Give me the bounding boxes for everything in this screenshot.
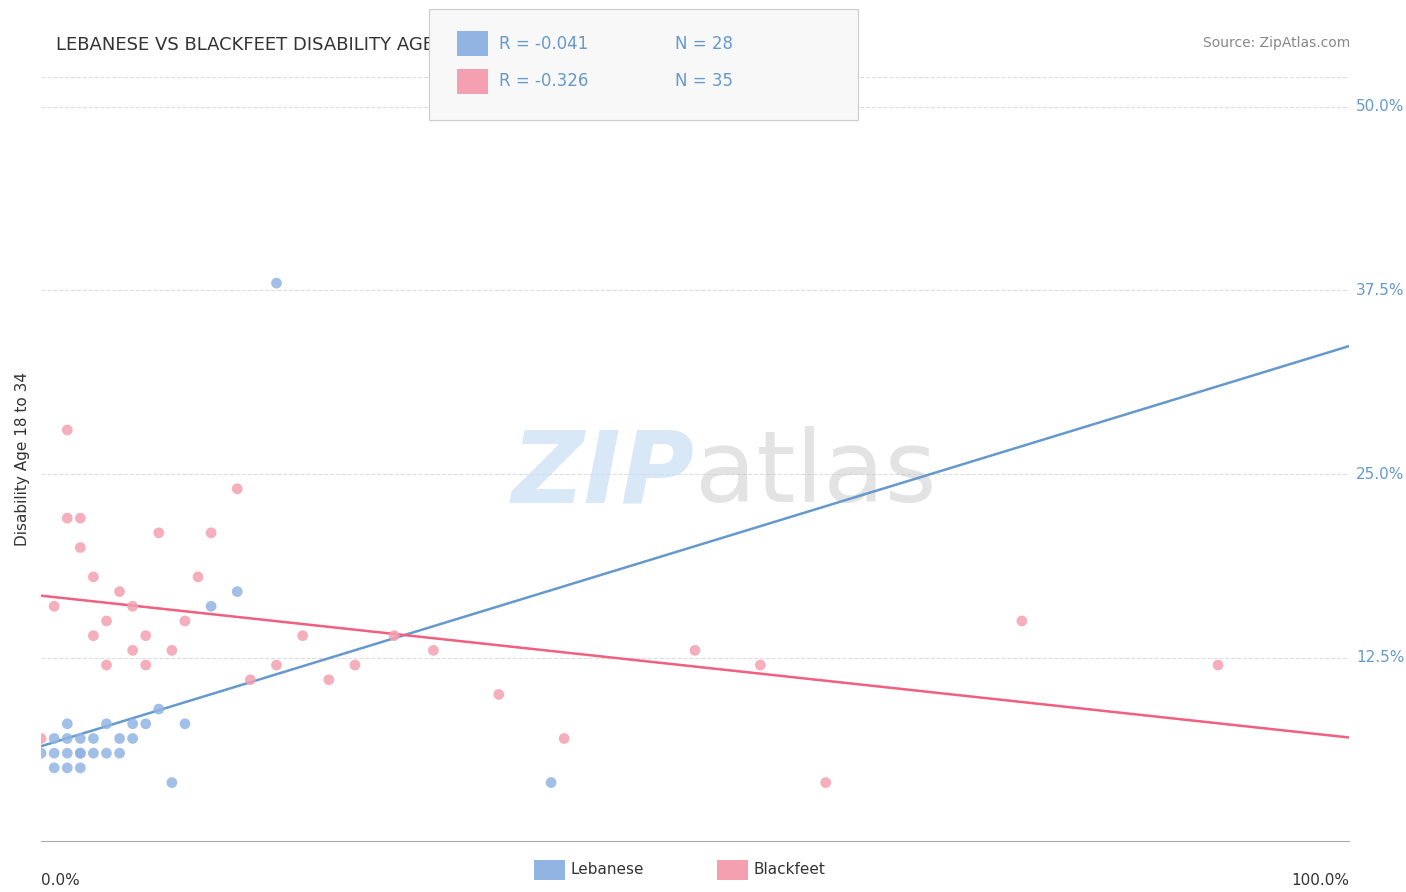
Text: Lebanese: Lebanese [571, 863, 644, 877]
Point [56, 716, 79, 731]
Point [318, 673, 340, 687]
Point [30, 731, 52, 746]
Point [96, 614, 118, 628]
Point [683, 643, 706, 657]
Text: atlas: atlas [695, 426, 936, 523]
Text: N = 28: N = 28 [675, 35, 733, 53]
Point [121, 643, 143, 657]
Text: LEBANESE VS BLACKFEET DISABILITY AGE 18 TO 34 CORRELATION CHART: LEBANESE VS BLACKFEET DISABILITY AGE 18 … [56, 36, 723, 54]
Point [226, 482, 249, 496]
Point [96, 746, 118, 760]
Text: 25.0%: 25.0% [1355, 467, 1405, 482]
Point [69, 746, 91, 760]
Point [121, 716, 143, 731]
Point [553, 731, 575, 746]
Point [266, 658, 288, 673]
Point [200, 525, 222, 540]
Point [148, 525, 170, 540]
Point [226, 584, 249, 599]
Point [1011, 614, 1033, 628]
Point [174, 716, 197, 731]
Point [69, 761, 91, 775]
Point [69, 541, 91, 555]
Point [30, 746, 52, 760]
Text: Blackfeet: Blackfeet [754, 863, 825, 877]
Point [96, 658, 118, 673]
Point [56, 731, 79, 746]
Point [200, 599, 222, 614]
Text: 0.0%: 0.0% [41, 872, 80, 888]
Point [121, 599, 143, 614]
Point [422, 643, 444, 657]
Text: Source: ZipAtlas.com: Source: ZipAtlas.com [1202, 36, 1350, 50]
Point [814, 775, 837, 789]
Y-axis label: Disability Age 18 to 34: Disability Age 18 to 34 [15, 372, 30, 547]
Point [1206, 658, 1229, 673]
Text: R = -0.041: R = -0.041 [499, 35, 588, 53]
Point [82, 570, 104, 584]
Point [69, 746, 91, 760]
Point [82, 746, 104, 760]
Point [540, 775, 562, 789]
Point [382, 629, 405, 643]
Text: R = -0.326: R = -0.326 [499, 72, 589, 90]
Point [56, 761, 79, 775]
Point [291, 629, 314, 643]
Point [135, 716, 157, 731]
Text: ZIP: ZIP [512, 426, 695, 523]
Point [108, 746, 131, 760]
Text: 12.5%: 12.5% [1355, 650, 1405, 665]
Point [44, 761, 66, 775]
Point [239, 673, 262, 687]
Point [174, 614, 197, 628]
Point [108, 731, 131, 746]
Text: 50.0%: 50.0% [1355, 99, 1405, 114]
Point [44, 746, 66, 760]
Point [135, 629, 157, 643]
Point [82, 731, 104, 746]
Text: 100.0%: 100.0% [1291, 872, 1348, 888]
Point [160, 643, 183, 657]
Point [488, 687, 510, 701]
Point [108, 584, 131, 599]
Point [135, 658, 157, 673]
Point [749, 658, 772, 673]
Point [148, 702, 170, 716]
Point [44, 599, 66, 614]
Point [56, 423, 79, 437]
Point [96, 716, 118, 731]
Point [121, 731, 143, 746]
Point [82, 629, 104, 643]
Point [187, 570, 209, 584]
Point [69, 511, 91, 525]
Point [56, 511, 79, 525]
Point [266, 276, 288, 290]
Point [44, 731, 66, 746]
Text: 37.5%: 37.5% [1355, 283, 1405, 298]
Point [343, 658, 366, 673]
Point [160, 775, 183, 789]
Point [69, 731, 91, 746]
Text: N = 35: N = 35 [675, 72, 733, 90]
Point [56, 746, 79, 760]
